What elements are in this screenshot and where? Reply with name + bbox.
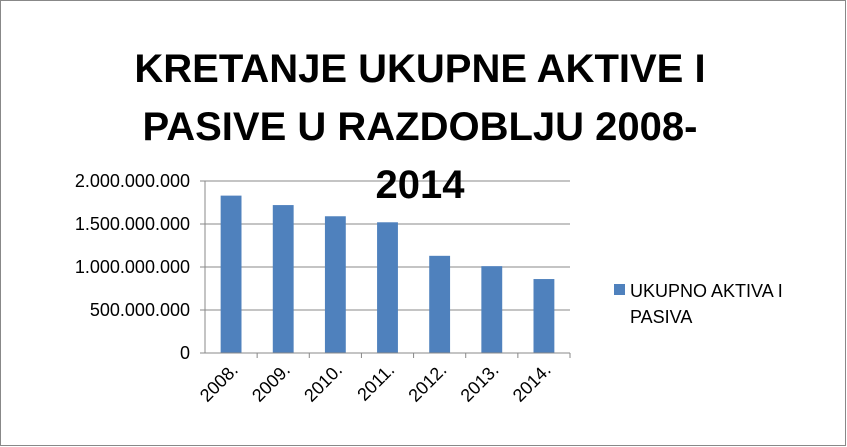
y-tick-label: 0 xyxy=(180,343,190,363)
bar xyxy=(272,205,294,353)
y-tick-label: 1.000.000.000 xyxy=(75,257,190,277)
y-tick-label: 500.000.000 xyxy=(90,300,190,320)
bar xyxy=(377,222,398,353)
y-tick-label: 1.500.000.000 xyxy=(75,214,190,234)
bar xyxy=(533,279,555,353)
legend-key xyxy=(614,284,625,295)
legend-label: UKUPNO AKTIVA I PASIVA xyxy=(630,281,783,327)
bar xyxy=(324,216,346,353)
chart-title: KRETANJE UKUPNE AKTIVE I PASIVE U RAZDOB… xyxy=(134,47,706,207)
bar xyxy=(220,195,242,353)
bar xyxy=(481,266,503,353)
bar xyxy=(429,255,451,353)
y-tick-label: 2.000.000.000 xyxy=(75,171,190,191)
